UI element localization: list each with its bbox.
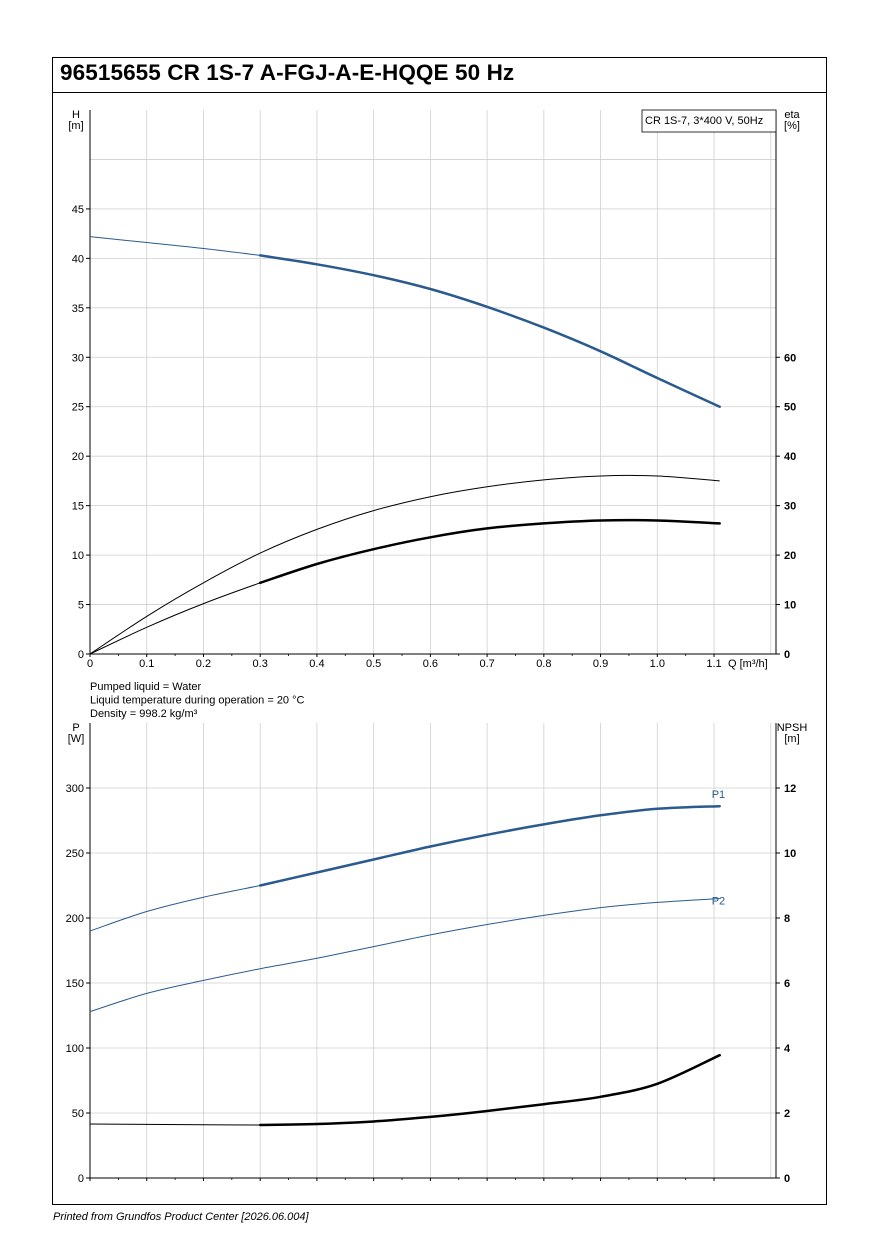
y-right-tick-label: 50 [784,402,796,414]
y-right-tick-label: 40 [784,451,796,463]
y-left-tick-label: 25 [72,402,84,414]
y-left-tick-label: 50 [72,1108,84,1120]
y-right-unit: [%] [784,120,800,132]
y-right-tick-label: 10 [784,600,796,612]
x-tick-label: 0.8 [536,658,551,670]
x-tick-label: 0 [87,658,93,670]
x-tick-label: 0.3 [253,658,268,670]
x-tick-label: 0.1 [139,658,154,670]
x-tick-labels: 0 0.1 0.2 0.3 0.4 0.5 0.6 0.7 0.8 0.9 1.0 1.1 [87,658,722,670]
y-left-label: H [72,109,80,121]
eta-total-curve-thick [258,518,721,585]
y-right-tick-label: 0 [784,1173,790,1185]
y-right-tick-label: 10 [784,848,796,860]
y-left-tick-label: 30 [72,352,84,364]
chart-panel-1: 0 5 10 15 20 25 30 35 40 45 0 10 20 30 40 50 60 H[m] eta[%… [68,109,800,661]
legend-box: CR 1S-7, 3*400 V, 50Hz [641,109,777,133]
y-left-tick-label: 0 [78,1173,84,1185]
x-tick-label: 0.7 [479,658,494,670]
y-left-unit: [m] [68,120,83,132]
x-tick-label: 0.5 [366,658,381,670]
y-left-tick-label: 10 [72,550,84,562]
eta-total-curve-thin [89,582,261,655]
h-curve-thin [89,236,261,256]
note-line: Liquid temperature during operation = 20… [90,695,305,707]
vertical-gridlines [146,110,772,654]
note-line: Pumped liquid = Water [90,681,202,693]
y-right-tick-label: 30 [784,501,796,513]
p1-curve-thick [258,804,721,887]
x-tick-label: 1.1 [706,658,721,670]
eta-pump-curve-thin [89,474,720,655]
h-curve-thick [258,254,721,408]
y-right-tick-label: 12 [784,783,796,795]
npsh-curve-thin [89,1123,261,1126]
y-left-tick-label: 0 [78,649,84,661]
horizontal-gridlines [90,787,776,1114]
p1-curve-thin [89,885,261,932]
y-right-tick-label: 60 [784,352,796,364]
note-line: Density = 998.2 kg/m³ [90,708,198,720]
legend-box-frame [641,109,777,133]
horizontal-gridlines [90,159,776,605]
footer-note: Printed from Grundfos Product Center [20… [53,1211,309,1223]
y-right-tick-label: 6 [784,978,790,990]
y-left-tick-label: 40 [72,253,84,265]
y-left-tick-label: 20 [72,451,84,463]
x-tick-label: 0.6 [423,658,438,670]
p1-curve-label: P1 [712,789,725,801]
y-left-tick-label: 15 [72,501,84,513]
y-left-tick-label: 5 [78,600,84,612]
y-right-tick-label: 8 [784,913,790,925]
x-tick-label: 1.0 [650,658,665,670]
x-tick-label: 0.2 [196,658,211,670]
y-right-unit: [m] [784,733,799,745]
x-tick-label: 0.4 [309,658,324,670]
liquid-notes: Pumped liquid = Water Liquid temperature … [90,681,305,720]
page-title: 96515655 CR 1S-7 A-FGJ-A-E-HQQE 50 Hz [60,60,515,85]
y-right-label: eta [784,109,800,121]
page-frame [52,57,827,1205]
x-axis-label: Q [m³/h] [728,658,768,670]
y-left-tick-label: 35 [72,303,84,315]
y-right-tick-label: 0 [784,649,790,661]
legend-box-text: CR 1S-7, 3*400 V, 50Hz [645,115,763,127]
title-divider [53,92,827,93]
y-left-tick-label: 100 [66,1043,84,1055]
y-left-unit: [W] [68,733,85,745]
y-left-tick-label: 200 [66,913,84,925]
chart-panel-2: 0 50 100 150 200 250 300 0 2 4 6 8 10 12 P[W] NPSH[m] P1… [66,722,808,1185]
y-left-tick-label: 250 [66,848,84,860]
y-left-label: P [72,722,79,734]
x-tick-label: 0.9 [593,658,608,670]
y-left-tick-label: 45 [72,204,84,216]
y-right-tick-label: 4 [784,1043,791,1055]
y-right-label: NPSH [777,722,808,734]
y-left-tick-label: 300 [66,783,84,795]
y-left-tick-label: 150 [66,978,84,990]
p2-curve-thin [89,898,720,1013]
npsh-curve-thick [258,1053,721,1127]
y-right-tick-label: 2 [784,1108,790,1120]
p2-curve-label: P2 [712,896,725,908]
y-right-tick-label: 20 [784,550,796,562]
vertical-gridlines [146,723,772,1178]
